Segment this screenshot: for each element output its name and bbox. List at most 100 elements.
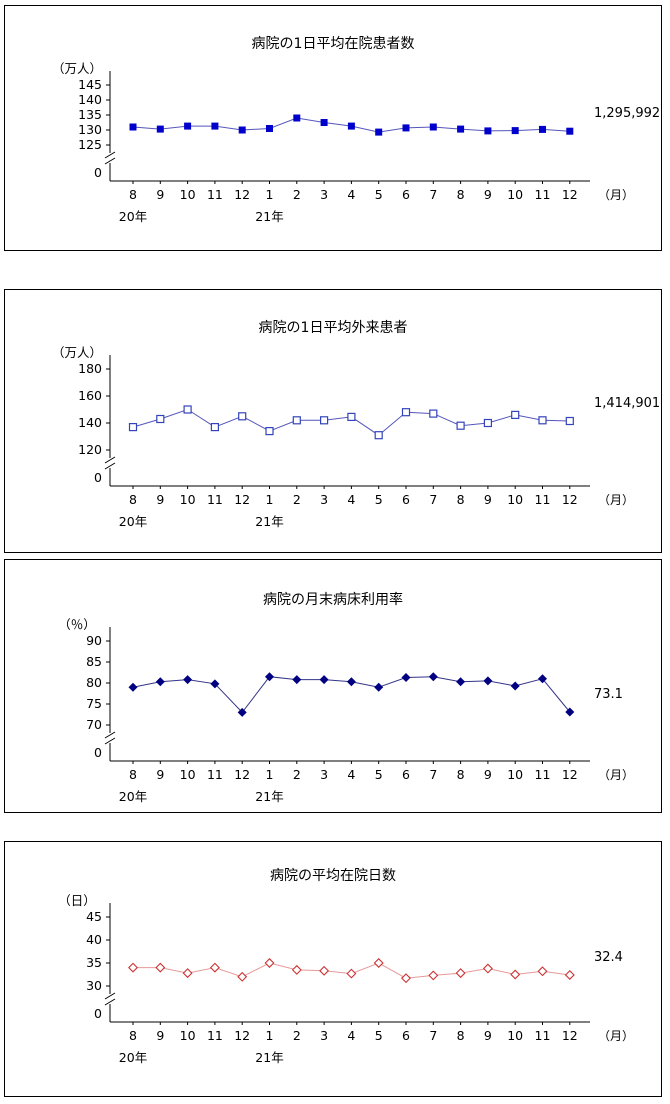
data-point-marker xyxy=(291,964,302,975)
era-label: 20年 xyxy=(119,1050,147,1065)
data-point-marker xyxy=(210,422,219,432)
x-tick-label: 11 xyxy=(207,492,223,507)
x-tick-label: 11 xyxy=(207,187,223,202)
x-axis-unit-label: （月） xyxy=(598,188,634,202)
data-point-marker xyxy=(319,675,329,685)
x-tick-label: 12 xyxy=(234,492,250,507)
last-value-annotation: 32.4 xyxy=(594,950,623,965)
x-tick-label: 8 xyxy=(457,187,465,202)
x-tick-label: 1 xyxy=(266,187,274,202)
chart-box-inpatients: 病院の1日平均在院患者数 （万人） 145 140 135 130 125 0 8 9 10 11 1… xyxy=(4,5,662,251)
data-point-marker xyxy=(265,672,274,682)
data-point-marker xyxy=(484,127,492,135)
x-tick-label: 3 xyxy=(320,492,328,507)
y-tick-label: 30 xyxy=(86,978,102,993)
y-tick-label: 120 xyxy=(78,442,102,457)
data-point-marker xyxy=(183,405,192,414)
x-tick-label: 12 xyxy=(562,187,578,202)
data-point-marker xyxy=(564,969,575,980)
chart-box-bed-utilization: 病院の月末病床利用率 （％） 90 85 80 75 70 0 8 9 10 11 12 1 2 3 4 5 6 7… xyxy=(4,559,662,813)
x-tick-label: 8 xyxy=(129,767,137,782)
data-point-marker xyxy=(238,412,247,421)
y-axis-unit-label: （％） xyxy=(58,617,96,632)
x-tick-label: 10 xyxy=(180,187,196,202)
axis-break-mark xyxy=(104,462,116,470)
data-point-marker xyxy=(319,965,330,976)
x-tick-label: 6 xyxy=(402,492,410,507)
y-zero-label: 0 xyxy=(94,1006,102,1021)
chart-plot-length-of-stay: （日） 45 40 35 30 0 8 9 10 11 12 1 2 3 4 5 6 7 8 9 10 11 12 （月） 20… xyxy=(5,889,661,1076)
data-point-marker xyxy=(156,414,165,424)
x-tick-label: 4 xyxy=(347,767,355,782)
last-value-annotation: 1,295,992 xyxy=(594,106,660,121)
x-tick-label: 10 xyxy=(507,187,523,202)
x-tick-label: 2 xyxy=(293,1028,301,1043)
x-tick-label: 2 xyxy=(293,767,301,782)
y-tick-label: 180 xyxy=(78,361,102,376)
era-label: 21年 xyxy=(255,789,283,804)
x-tick-label: 9 xyxy=(484,1028,492,1043)
x-tick-label: 5 xyxy=(375,492,383,507)
y-tick-label: 75 xyxy=(86,696,102,711)
y-tick-label: 140 xyxy=(78,92,102,107)
data-point-marker xyxy=(373,958,384,968)
y-tick-label: 125 xyxy=(78,137,102,152)
data-point-marker xyxy=(537,966,548,977)
x-tick-label: 11 xyxy=(535,492,551,507)
x-tick-label: 8 xyxy=(457,492,465,507)
data-point-marker xyxy=(155,677,165,687)
x-tick-label: 11 xyxy=(535,187,551,202)
data-point-marker xyxy=(457,125,465,133)
last-value-annotation: 73.1 xyxy=(594,687,623,702)
data-point-marker xyxy=(183,675,193,685)
x-tick-label: 7 xyxy=(429,492,437,507)
data-point-marker xyxy=(538,674,547,684)
y-tick-label: 135 xyxy=(78,107,102,122)
x-tick-label: 1 xyxy=(266,1028,274,1043)
data-point-marker xyxy=(455,968,466,979)
data-point-marker xyxy=(128,422,138,432)
x-tick-label: 3 xyxy=(320,767,328,782)
x-tick-label: 10 xyxy=(180,1028,196,1043)
era-label: 21年 xyxy=(255,1050,283,1065)
x-tick-label: 7 xyxy=(429,187,437,202)
data-point-marker xyxy=(538,416,547,425)
data-point-marker xyxy=(566,127,574,135)
chart-title-inpatients: 病院の1日平均在院患者数 xyxy=(251,36,415,52)
data-point-marker xyxy=(320,416,329,425)
x-tick-label: 6 xyxy=(402,187,410,202)
data-point-marker xyxy=(129,123,137,131)
x-tick-label: 12 xyxy=(234,1028,250,1043)
data-point-marker xyxy=(510,969,521,980)
x-tick-label: 6 xyxy=(402,767,410,782)
y-tick-label: 145 xyxy=(78,77,102,92)
data-point-marker xyxy=(128,682,138,692)
last-value-annotation: 1,414,901 xyxy=(594,396,660,411)
y-tick-label: 130 xyxy=(78,122,102,137)
data-point-marker xyxy=(266,125,273,132)
data-point-marker xyxy=(482,963,493,974)
data-point-marker xyxy=(428,970,439,981)
x-axis-unit-label: （月） xyxy=(598,493,634,507)
data-point-marker xyxy=(401,673,411,683)
x-tick-label: 9 xyxy=(484,492,492,507)
axis-break-mark xyxy=(104,157,116,165)
data-point-marker xyxy=(511,410,520,420)
era-label: 20年 xyxy=(119,789,147,804)
data-point-marker xyxy=(374,682,384,692)
data-point-marker xyxy=(347,122,355,130)
data-point-marker xyxy=(237,971,248,982)
x-tick-label: 12 xyxy=(562,1028,578,1043)
data-point-marker xyxy=(456,677,466,687)
data-point-marker xyxy=(292,416,301,425)
data-point-marker xyxy=(184,122,192,130)
x-tick-label: 11 xyxy=(207,767,223,782)
data-point-marker xyxy=(374,431,383,440)
x-tick-label: 8 xyxy=(457,1028,465,1043)
data-point-marker xyxy=(456,421,465,430)
data-point-marker xyxy=(428,672,438,682)
chart-title-length-of-stay: 病院の平均在院日数 xyxy=(270,868,396,884)
